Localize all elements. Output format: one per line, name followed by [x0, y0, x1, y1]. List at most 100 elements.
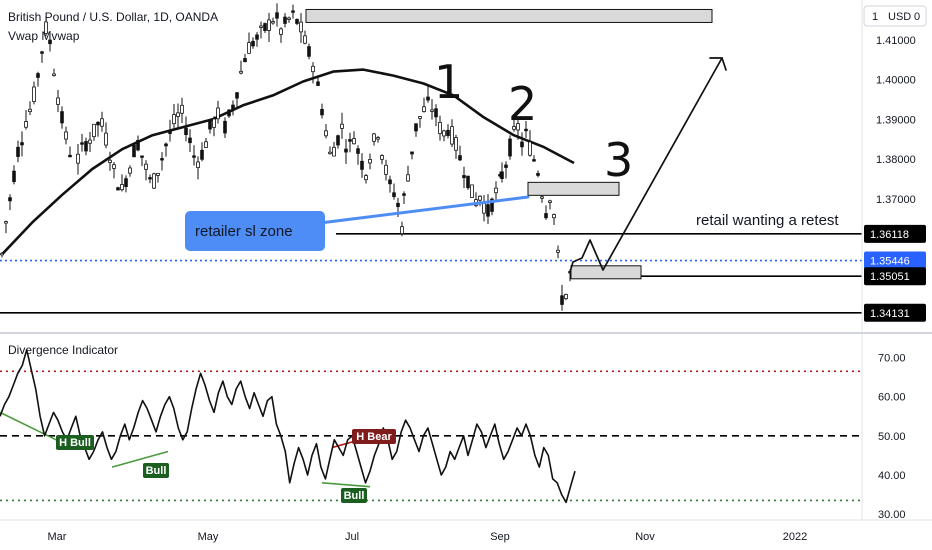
candle-body: [454, 137, 458, 151]
candle-body: [76, 153, 80, 164]
oscillator-tick-label: 60.00: [878, 392, 906, 404]
candle-body: [231, 104, 235, 110]
candle-body: [392, 192, 396, 197]
candle-body: [96, 121, 100, 126]
candle-body: [418, 116, 422, 119]
candle-body: [116, 187, 120, 191]
candle-body: [36, 73, 40, 78]
candle-body: [512, 126, 516, 130]
candle-body: [263, 23, 267, 31]
candle-body: [4, 221, 8, 224]
candle-body: [372, 133, 376, 142]
candle-body: [287, 17, 291, 20]
hand-arrowhead: [709, 57, 727, 71]
candle-body: [212, 118, 216, 128]
time-axis: Mar May Jul Sep Nov 2022: [0, 519, 932, 543]
bull-divergence-badge: [56, 435, 94, 450]
candle-body: [450, 126, 454, 145]
candle-body: [44, 21, 48, 34]
candle-body: [352, 138, 356, 145]
candle-body: [204, 141, 208, 148]
candle-body: [216, 107, 220, 120]
candle-body: [462, 175, 466, 179]
price-level-value: 1.35051: [870, 271, 910, 283]
candle-body: [208, 120, 212, 130]
currency-count: 1: [872, 11, 878, 23]
candle-body: [100, 118, 104, 127]
candle-body: [368, 159, 372, 164]
candle-body: [24, 121, 28, 128]
candle-body: [243, 58, 247, 63]
time-tick-label: 2022: [783, 531, 807, 543]
candle-body: [320, 108, 324, 116]
candle-body: [552, 214, 556, 219]
candle-body: [239, 70, 243, 74]
candle-body: [32, 86, 36, 102]
candle-body: [60, 111, 64, 124]
candle-body: [348, 139, 352, 142]
candle-body: [40, 51, 44, 54]
candle-body: [388, 179, 392, 185]
candle-body: [140, 155, 144, 158]
currency-badge[interactable]: [863, 5, 927, 27]
candle-body: [430, 109, 434, 112]
candle-body: [556, 249, 560, 253]
oscillator-pane: Divergence Indicator H Bull Bull Bull H Bea…: [0, 343, 906, 521]
candle-body: [478, 195, 482, 201]
candle-body: [156, 172, 160, 176]
price-level-tag: [864, 251, 926, 270]
retailer-sl-connector: [318, 195, 530, 225]
bear-divergence-badge: [352, 429, 396, 444]
price-tick-label: 1.37000: [876, 194, 916, 206]
hand-number-2: 2: [508, 77, 537, 131]
time-tick-label: May: [198, 531, 219, 543]
time-tick-label: Mar: [48, 531, 67, 543]
candle-body: [438, 122, 442, 135]
price-level-tag: [864, 267, 926, 286]
candle-body: [8, 197, 12, 202]
resistance-zone-mid[interactable]: [527, 181, 620, 196]
candle-body: [311, 65, 315, 73]
candle-body: [536, 173, 540, 176]
candle-body: [434, 108, 438, 118]
price-tick-label: 1.41000: [876, 35, 916, 47]
candle-body: [544, 213, 548, 219]
vwap-line: [1, 68, 575, 256]
candle-body: [532, 159, 536, 162]
candle-body: [376, 137, 380, 140]
candle-body: [120, 184, 124, 191]
oscillator-tick-label: 30.00: [878, 509, 906, 521]
currency-code: USD: [888, 11, 911, 23]
candle-body: [164, 143, 168, 147]
divergence-label: H Bear: [356, 431, 392, 443]
candle-body: [316, 81, 320, 86]
candle-body: [124, 178, 128, 187]
candle-body: [56, 97, 60, 105]
candle-body: [184, 127, 188, 136]
candle-body: [12, 170, 16, 182]
candle-body: [548, 200, 552, 203]
candle-body: [470, 184, 474, 198]
candle-body: [48, 39, 52, 45]
oscillator-title: Divergence Indicator: [8, 343, 118, 357]
candle-body: [267, 19, 271, 31]
candle-body: [188, 137, 192, 144]
candle-body: [0, 252, 4, 256]
divergence-label: Bull: [344, 490, 365, 502]
time-tick-label: Sep: [490, 531, 510, 543]
resistance-zone-top[interactable]: [305, 8, 713, 23]
candle-body: [251, 40, 255, 47]
candle-body: [482, 203, 486, 214]
hand-number-1: 1: [434, 55, 463, 109]
candle-body: [196, 161, 200, 169]
candle-body: [136, 139, 140, 151]
candle-body: [227, 109, 231, 117]
indicator-subtitle: Vwap Mvwap: [8, 29, 80, 43]
candle-body: [303, 35, 307, 44]
candle-body: [426, 96, 430, 101]
candle-body: [279, 28, 283, 35]
price-level-value: 1.36118: [870, 229, 909, 241]
hand-arrow-zigzag: [569, 57, 723, 273]
retest-zone[interactable]: [570, 265, 642, 280]
price-level-tag: [864, 224, 926, 243]
